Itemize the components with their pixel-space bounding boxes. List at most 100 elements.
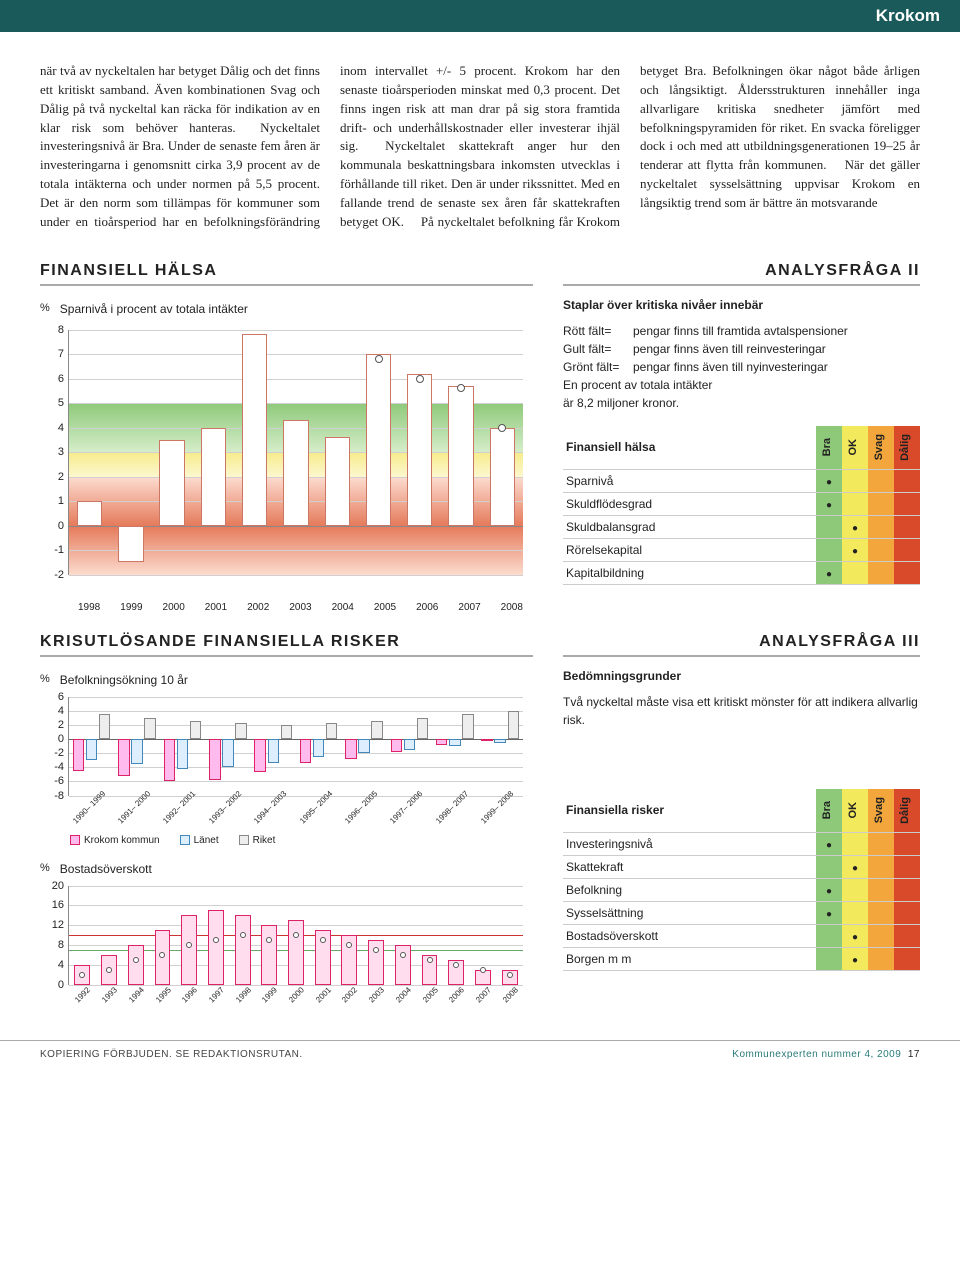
y-tick: 20: [52, 880, 64, 892]
header-title: Krokom: [876, 6, 940, 25]
bar-k: [118, 739, 129, 776]
x-label: 1998: [234, 985, 253, 1004]
marker: [373, 947, 379, 953]
bar-l: [222, 739, 233, 767]
bar-r: [462, 714, 473, 739]
bar-k: [73, 739, 84, 771]
legend2: Bedömningsgrunder Två nyckeltal måste vi…: [563, 667, 920, 729]
bar-l: [86, 739, 97, 760]
rating-col-head: Svag: [871, 430, 887, 464]
bar-r: [508, 711, 519, 739]
x-label: 2003: [289, 602, 311, 613]
x-label: 2000: [287, 985, 306, 1004]
x-label: 2008: [501, 602, 523, 613]
body-text: när två av nyckeltalen har betyget Dålig…: [40, 62, 920, 232]
rating-row-label: Befolkning: [563, 878, 816, 901]
rating-cell: [842, 492, 868, 515]
rating-col-head: Svag: [871, 793, 887, 827]
rating-title: Finansiell hälsa: [563, 426, 816, 469]
bar-l: [404, 739, 415, 750]
y-tick: -6: [54, 775, 64, 787]
legend1-title: Staplar över kritiska nivåer innebär: [563, 296, 920, 314]
section1-left-title: FINANSIELL HÄLSA: [40, 262, 533, 286]
x-label: 1992: [73, 985, 92, 1004]
x-label: 2002: [247, 602, 269, 613]
x-label: 2004: [332, 602, 354, 613]
bar-k: [436, 739, 447, 745]
rating-cell: [894, 947, 920, 970]
chart1: -2-1012345678: [40, 320, 533, 600]
bar-r: [235, 723, 246, 739]
x-label: 1993: [100, 985, 119, 1004]
rating-col-head: Bra: [819, 797, 835, 823]
footer: KOPIERING FÖRBJUDEN. SE REDAKTIONSRUTAN.…: [0, 1040, 960, 1068]
legend-riket: Riket: [253, 835, 276, 846]
rating-cell: [894, 832, 920, 855]
rating-cell: [842, 878, 868, 901]
chart3-title: Bostadsöverskott: [60, 862, 152, 876]
rating-row-label: Skattekraft: [563, 855, 816, 878]
marker: [213, 937, 219, 943]
bar-l: [131, 739, 142, 764]
x-label: 2005: [421, 985, 440, 1004]
bar-r: [326, 723, 337, 739]
marker: [346, 942, 352, 948]
chart1-title: Sparnivå i procent av totala intäkter: [60, 302, 248, 316]
section-financial-health: FINANSIELL HÄLSA % Sparnivå i procent av…: [40, 262, 920, 613]
rating-row-label: Sysselsättning: [563, 901, 816, 924]
x-label: 2006: [416, 602, 438, 613]
y-tick: -2: [54, 569, 64, 581]
marker: [79, 972, 85, 978]
rating-col-head: Bra: [819, 434, 835, 460]
bar: [128, 945, 144, 985]
y-tick: 0: [58, 979, 64, 991]
bar-r: [417, 718, 428, 739]
y-tick: 6: [58, 691, 64, 703]
bar: [366, 354, 391, 526]
rating-cell: [816, 538, 842, 561]
y-tick: 16: [52, 899, 64, 911]
bar-k: [391, 739, 402, 752]
legend2-title: Bedömningsgrunder: [563, 667, 920, 685]
rating-cell: [894, 561, 920, 584]
rating-cell: [842, 515, 868, 538]
rating-title: Finansiella risker: [563, 789, 816, 832]
rating-cell: [816, 515, 842, 538]
rating-cell: [868, 901, 894, 924]
rating-col-head: OK: [845, 435, 861, 460]
bar-l: [358, 739, 369, 753]
x-label: 1997: [207, 985, 226, 1004]
bar: [159, 440, 184, 526]
y-tick: 0: [58, 733, 64, 745]
rating-cell: [842, 855, 868, 878]
bar: [288, 920, 304, 984]
x-label: 2003: [367, 985, 386, 1004]
rating-row-label: Investeringsnivå: [563, 832, 816, 855]
rating-table-1: Finansiell hälsaBraOKSvagDålig SparnivåS…: [563, 426, 920, 585]
chart3: 048121620 199219931994199519961997199819…: [40, 880, 533, 1010]
bar: [407, 374, 432, 526]
marker: [320, 937, 326, 943]
rating-row-label: Skuldflödesgrad: [563, 492, 816, 515]
footer-left: KOPIERING FÖRBJUDEN. SE REDAKTIONSRUTAN.: [40, 1049, 303, 1060]
rating-cell: [894, 469, 920, 492]
rating-cell: [868, 492, 894, 515]
rating-row-label: Bostadsöverskott: [563, 924, 816, 947]
chart1-y-unit: %: [40, 302, 50, 314]
x-label: 1999: [260, 985, 279, 1004]
x-label: 1999: [120, 602, 142, 613]
marker: [159, 952, 165, 958]
rating-cell: [868, 561, 894, 584]
bar-r: [281, 725, 292, 739]
y-tick: 8: [58, 939, 64, 951]
bar-r: [371, 721, 382, 739]
rating-row-label: Rörelsekapital: [563, 538, 816, 561]
marker: [293, 932, 299, 938]
y-tick: -8: [54, 790, 64, 802]
rating-cell: [868, 515, 894, 538]
bar-l: [313, 739, 324, 757]
rating-cell: [816, 469, 842, 492]
y-tick: 3: [58, 446, 64, 458]
bar-k: [209, 739, 220, 780]
rating-cell: [894, 855, 920, 878]
